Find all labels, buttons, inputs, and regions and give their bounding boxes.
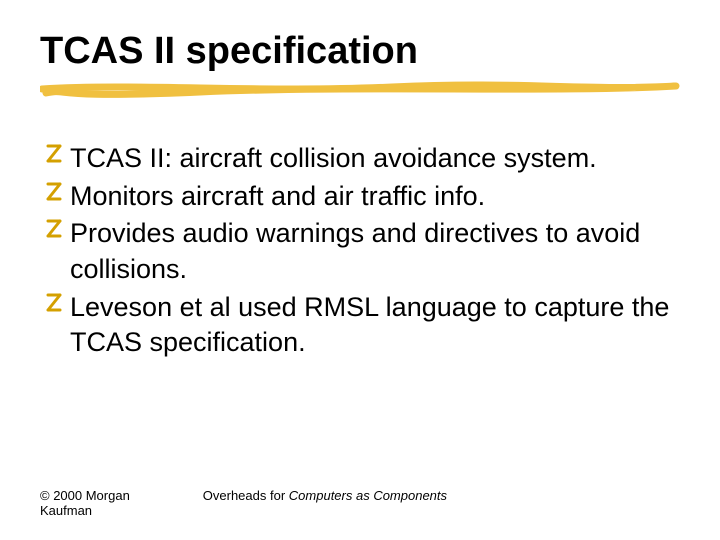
- bullet-icon: [44, 143, 64, 167]
- copyright-line1: © 2000 Morgan: [40, 488, 130, 503]
- footer-center-prefix: Overheads for: [203, 488, 289, 503]
- bullet-list: TCAS II: aircraft collision avoidance sy…: [40, 141, 680, 361]
- bullet-text: TCAS II: aircraft collision avoidance sy…: [70, 143, 597, 173]
- bullet-icon: [44, 181, 64, 205]
- bullet-text: Monitors aircraft and air traffic info.: [70, 181, 485, 211]
- bullet-text: Leveson et al used RMSL language to capt…: [70, 292, 669, 358]
- copyright-line2: Kaufman: [40, 503, 130, 518]
- footer: © 2000 Morgan Kaufman Overheads for Comp…: [40, 488, 680, 518]
- slide: TCAS II specification TCAS II: aircraft …: [0, 0, 720, 540]
- brush-stroke-icon: [40, 79, 680, 101]
- bullet-item: Leveson et al used RMSL language to capt…: [40, 290, 680, 361]
- bullet-text: Provides audio warnings and directives t…: [70, 218, 640, 284]
- footer-center: Overheads for Computers as Components: [130, 488, 520, 503]
- bullet-icon: [44, 292, 64, 316]
- bullet-item: TCAS II: aircraft collision avoidance sy…: [40, 141, 680, 177]
- footer-center-italic: Computers as Components: [289, 488, 447, 503]
- footer-left: © 2000 Morgan Kaufman: [40, 488, 130, 518]
- bullet-item: Provides audio warnings and directives t…: [40, 216, 680, 287]
- title-underline: [40, 79, 680, 101]
- bullet-icon: [44, 218, 64, 242]
- slide-title: TCAS II specification: [40, 30, 680, 73]
- bullet-item: Monitors aircraft and air traffic info.: [40, 179, 680, 215]
